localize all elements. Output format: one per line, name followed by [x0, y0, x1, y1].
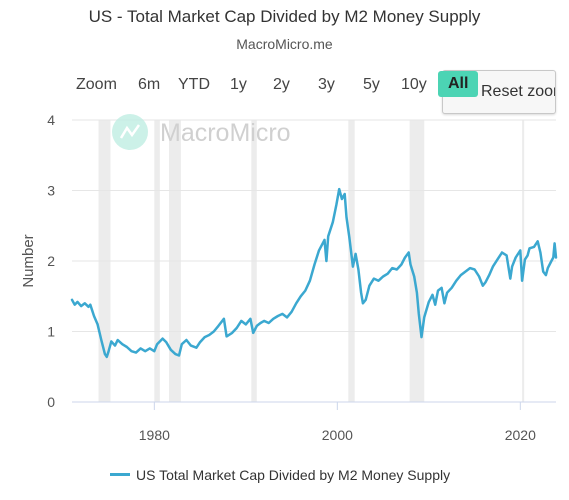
zoom-label: Zoom	[76, 76, 117, 93]
watermark-text: MacroMicro	[160, 119, 291, 147]
zoom-3y-button[interactable]: 3y	[318, 76, 335, 93]
zoom-6m-button[interactable]: 6m	[138, 76, 161, 93]
x-tick-label: 2000	[322, 427, 353, 443]
chart-title: US - Total Market Cap Divided by M2 Mone…	[88, 7, 481, 26]
y-tick-label: 2	[47, 253, 55, 269]
zoom-10y-button[interactable]: 10y	[401, 76, 427, 93]
zoom-1y-button[interactable]: 1y	[230, 76, 247, 93]
chart-area: 0 1 2 3 4 1980 2000 2020 Number MacroMicro	[20, 112, 558, 443]
zoom-2y-button[interactable]: 2y	[273, 76, 290, 93]
legend-label: US Total Market Cap Divided by M2 Money …	[136, 467, 451, 483]
series-line	[70, 187, 558, 359]
zoom-all-button[interactable]: All	[438, 71, 479, 97]
x-tick-label: 2020	[505, 427, 536, 443]
y-tick-label: 0	[47, 394, 55, 410]
y-axis-title: Number	[20, 234, 37, 287]
chart-subtitle: MacroMicro.me	[236, 36, 333, 52]
y-tick-label: 4	[47, 112, 55, 128]
watermark-logo-mark	[119, 124, 141, 139]
legend-item[interactable]: US Total Market Cap Divided by M2 Money …	[110, 467, 450, 485]
zoom-5y-button[interactable]: 5y	[363, 76, 380, 93]
x-tick-label: 1980	[139, 427, 170, 443]
y-tick-label: 3	[47, 183, 55, 199]
legend-line-marker	[110, 473, 130, 477]
y-tick-label: 1	[47, 324, 55, 340]
zoom-ytd-button[interactable]: YTD	[178, 76, 210, 93]
